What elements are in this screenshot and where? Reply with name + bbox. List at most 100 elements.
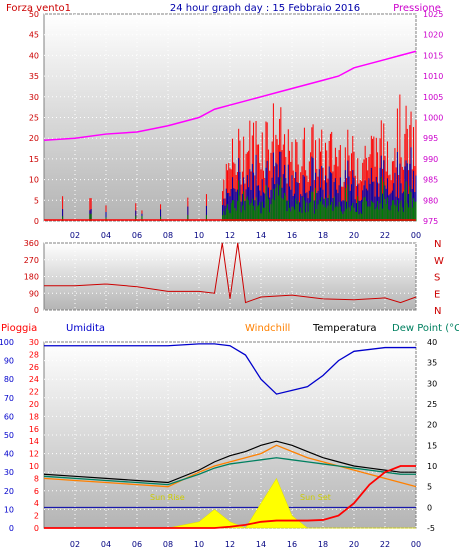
x-tick-label-wind: 00 bbox=[411, 231, 421, 240]
x-tick-label-temp: 12 bbox=[225, 540, 235, 549]
x-tick-label-wind: 18 bbox=[318, 231, 328, 240]
rain-y-tick: 14 bbox=[29, 437, 39, 446]
wind-y-tick: 5 bbox=[34, 196, 39, 205]
x-tick-label-wind: 10 bbox=[194, 231, 204, 240]
dewpoint-legend: Dew Point (°C bbox=[392, 323, 459, 334]
pressure-axis-title: Pressione bbox=[393, 3, 441, 14]
x-tick-label-wind: 08 bbox=[163, 231, 173, 240]
rain-y-tick: 28 bbox=[29, 350, 39, 359]
dir-y-tick: 90 bbox=[29, 289, 39, 298]
rain-y-tick: 26 bbox=[29, 363, 39, 372]
temp-y-tick: 0 bbox=[427, 503, 432, 512]
rain-y-tick: 18 bbox=[29, 412, 39, 421]
humidity-y-tick: 20 bbox=[4, 487, 14, 496]
rain-y-tick: 16 bbox=[29, 425, 39, 434]
humidity-y-tick: 100 bbox=[0, 338, 14, 347]
dir-y-tick: 360 bbox=[24, 239, 39, 248]
x-tick-label-wind: 16 bbox=[287, 231, 297, 240]
dir-compass-label: S bbox=[434, 273, 440, 284]
wind-y-tick: 50 bbox=[29, 10, 39, 19]
pressure-y-tick: 1005 bbox=[423, 93, 443, 102]
x-tick-label-temp: 00 bbox=[411, 540, 421, 549]
wind-y-tick: 35 bbox=[29, 72, 39, 81]
temp-y-tick: -5 bbox=[427, 524, 435, 533]
temperature-legend: Temperatura bbox=[312, 323, 377, 334]
pressure-y-tick: 1015 bbox=[423, 51, 443, 60]
humidity-axis-title: Umidita bbox=[66, 323, 105, 334]
rain-y-tick: 4 bbox=[34, 499, 39, 508]
wind-y-tick: 45 bbox=[29, 31, 39, 40]
pressure-y-tick: 1020 bbox=[423, 31, 443, 40]
dir-y-tick: 0 bbox=[34, 306, 39, 315]
x-tick-label-wind: 20 bbox=[349, 231, 359, 240]
rain-y-tick: 12 bbox=[29, 450, 39, 459]
wind-direction-line bbox=[44, 242, 417, 304]
x-tick-label-temp: 10 bbox=[194, 540, 204, 549]
chart-title: 24 hour graph day : 15 Febbraio 2016 bbox=[170, 3, 360, 14]
rain-y-tick: 24 bbox=[29, 375, 39, 384]
temp-y-tick: 15 bbox=[427, 441, 437, 450]
x-tick-label-temp: 04 bbox=[101, 540, 111, 549]
humidity-y-tick: 0 bbox=[9, 524, 14, 533]
humidity-y-tick: 80 bbox=[4, 375, 14, 384]
rain-y-tick: 22 bbox=[29, 388, 39, 397]
pressure-y-tick: 1010 bbox=[423, 72, 443, 81]
x-tick-label-wind: 14 bbox=[256, 231, 266, 240]
x-tick-label-temp: 14 bbox=[256, 540, 266, 549]
temp-y-tick: 30 bbox=[427, 379, 437, 388]
humidity-y-tick: 70 bbox=[4, 394, 14, 403]
dir-compass-label: E bbox=[434, 289, 440, 300]
pressure-line bbox=[43, 50, 417, 142]
wind-y-tick: 30 bbox=[29, 93, 39, 102]
humidity-line bbox=[44, 343, 416, 395]
dewpoint-line bbox=[43, 457, 416, 486]
temperature-line bbox=[43, 440, 416, 484]
humidity-y-tick: 30 bbox=[4, 468, 14, 477]
temp-y-tick: 20 bbox=[427, 421, 437, 430]
wind-y-tick: 25 bbox=[29, 114, 39, 123]
x-tick-label-temp: 18 bbox=[318, 540, 328, 549]
windchill-legend: Windchill bbox=[245, 323, 290, 334]
temp-y-tick: 25 bbox=[427, 400, 437, 409]
rain-y-tick: 6 bbox=[34, 487, 39, 496]
sun-rise-label: Sun Rise bbox=[150, 493, 185, 502]
temp-y-tick: 10 bbox=[427, 462, 437, 471]
pressure-y-tick: 1000 bbox=[423, 114, 443, 123]
dir-y-tick: 270 bbox=[24, 256, 39, 265]
pressure-y-tick: 980 bbox=[423, 196, 438, 205]
temp-y-tick: 40 bbox=[427, 338, 437, 347]
wind-y-tick: 15 bbox=[29, 155, 39, 164]
rain-y-tick: 30 bbox=[29, 338, 39, 347]
sun-set-label: Sun Set bbox=[300, 493, 331, 502]
x-tick-label-wind: 06 bbox=[132, 231, 142, 240]
dir-compass-label: N bbox=[434, 306, 441, 317]
dir-y-tick: 180 bbox=[24, 273, 39, 282]
rain-y-tick: 0 bbox=[34, 524, 39, 533]
temp-y-tick: 5 bbox=[427, 483, 432, 492]
x-tick-label-wind: 12 bbox=[225, 231, 235, 240]
rain-y-tick: 8 bbox=[34, 474, 39, 483]
rain-line bbox=[44, 465, 416, 529]
x-tick-label-wind: 02 bbox=[70, 231, 80, 240]
x-tick-label-temp: 20 bbox=[349, 540, 359, 549]
pressure-y-tick: 1025 bbox=[423, 10, 443, 19]
temp-y-tick: 35 bbox=[427, 359, 437, 368]
pressure-y-tick: 990 bbox=[423, 155, 438, 164]
wind-y-tick: 40 bbox=[29, 51, 39, 60]
pressure-y-tick: 995 bbox=[423, 134, 438, 143]
rain-y-tick: 10 bbox=[29, 462, 39, 471]
humidity-y-tick: 10 bbox=[4, 505, 14, 514]
x-tick-label-temp: 06 bbox=[132, 540, 142, 549]
dir-compass-label: W bbox=[434, 256, 444, 267]
wind-axis-title: Forza vento1 bbox=[6, 3, 71, 14]
rain-y-tick: 2 bbox=[34, 512, 39, 521]
x-tick-label-wind: 22 bbox=[380, 231, 390, 240]
wind-y-tick: 20 bbox=[29, 134, 39, 143]
x-tick-label-temp: 02 bbox=[70, 540, 80, 549]
x-tick-label-temp: 16 bbox=[287, 540, 297, 549]
humidity-y-tick: 40 bbox=[4, 450, 14, 459]
windchill-line bbox=[43, 444, 417, 488]
rain-y-tick: 20 bbox=[29, 400, 39, 409]
pressure-y-tick: 985 bbox=[423, 176, 438, 185]
